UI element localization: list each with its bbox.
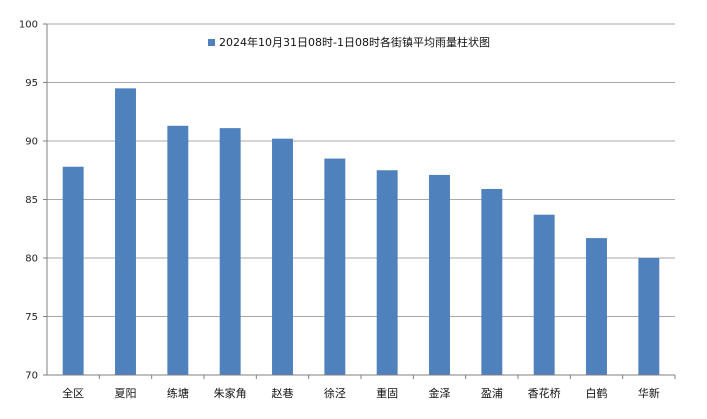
y-tick-label: 100 bbox=[19, 20, 38, 31]
y-tick-label: 75 bbox=[25, 312, 38, 323]
bar-7 bbox=[429, 174, 450, 375]
x-tick-label: 徐泾 bbox=[324, 386, 346, 400]
bar-8 bbox=[481, 188, 503, 375]
bar-1 bbox=[115, 88, 136, 375]
x-tick-label: 金泽 bbox=[429, 386, 451, 400]
x-tick-label: 华新 bbox=[638, 386, 660, 400]
y-tick-label: 90 bbox=[25, 137, 38, 148]
x-tick-label: 全区 bbox=[62, 386, 84, 400]
x-tick-label: 练塘 bbox=[167, 386, 189, 400]
bar-5 bbox=[324, 158, 346, 375]
bar-10 bbox=[586, 238, 607, 375]
x-tick-label: 香花桥 bbox=[528, 387, 561, 400]
bars bbox=[62, 88, 660, 375]
bar-4 bbox=[272, 138, 293, 375]
bar-6 bbox=[376, 170, 398, 375]
y-tick-label: 95 bbox=[25, 78, 38, 89]
x-tick-label: 朱家角 bbox=[214, 386, 247, 400]
bar-11 bbox=[638, 258, 660, 375]
bar-2 bbox=[167, 125, 189, 375]
bar-3 bbox=[219, 128, 241, 375]
x-tick-label: 夏阳 bbox=[115, 387, 137, 400]
x-tick-labels: 全区 夏阳 练塘 朱家角 赵巷 徐泾 重固 金泽 盈浦 香花桥 白鹤 华新 bbox=[62, 375, 676, 400]
y-tick-labels: 70 75 80 85 90 95 100 bbox=[19, 20, 47, 382]
bar-9 bbox=[533, 214, 555, 375]
legend-swatch bbox=[208, 39, 215, 46]
x-tick-label: 赵巷 bbox=[272, 386, 294, 400]
legend-label: 2024年10月31日08时-1日08时各街镇平均雨量柱状图 bbox=[219, 35, 490, 49]
bar-0 bbox=[62, 166, 84, 375]
x-tick-label: 重固 bbox=[376, 386, 398, 400]
y-tick-label: 80 bbox=[25, 254, 38, 265]
x-tick-label: 盈浦 bbox=[481, 387, 503, 400]
gridlines bbox=[47, 23, 675, 317]
y-tick-label: 70 bbox=[25, 371, 38, 382]
legend: 2024年10月31日08时-1日08时各街镇平均雨量柱状图 bbox=[208, 35, 490, 49]
y-tick-label: 85 bbox=[25, 195, 38, 206]
x-tick-label: 白鹤 bbox=[586, 386, 608, 400]
